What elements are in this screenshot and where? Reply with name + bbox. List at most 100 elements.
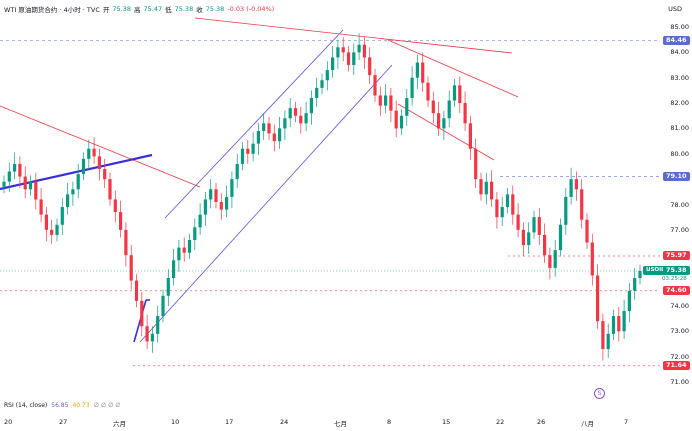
currency-label[interactable]: USD bbox=[668, 5, 682, 13]
candle-body bbox=[34, 181, 38, 200]
candle-body bbox=[2, 181, 6, 187]
candle-body bbox=[532, 217, 536, 233]
time-tick-label: 八月 bbox=[581, 420, 594, 428]
low-label: 低 bbox=[165, 6, 172, 14]
candle-body bbox=[426, 82, 430, 101]
high-value: 75.47 bbox=[143, 5, 163, 13]
candle-body bbox=[511, 194, 515, 215]
trendline-drawings bbox=[0, 17, 660, 367]
candle-body bbox=[240, 148, 245, 164]
candle-body bbox=[399, 115, 404, 129]
candle-body bbox=[124, 229, 128, 256]
candle-body bbox=[60, 207, 64, 225]
price-tick-label: 80.00 bbox=[670, 149, 689, 158]
price-tick-label: 81.00 bbox=[670, 124, 689, 133]
candle-body bbox=[495, 199, 499, 218]
candle-body bbox=[389, 95, 393, 111]
candle-body bbox=[463, 103, 467, 124]
candle-body bbox=[537, 217, 541, 235]
candle-body bbox=[569, 179, 573, 197]
candle-body bbox=[611, 316, 616, 334]
candle-body bbox=[574, 179, 578, 190]
candle-body bbox=[66, 194, 70, 208]
blue-thick-trendline bbox=[0, 153, 153, 191]
candle-body bbox=[166, 278, 170, 296]
candle-body bbox=[596, 275, 600, 322]
candle-body bbox=[246, 148, 250, 154]
candle-body bbox=[452, 85, 457, 101]
candle-body bbox=[341, 47, 345, 53]
candle-body bbox=[627, 290, 631, 311]
candle-body bbox=[251, 143, 255, 154]
rsi-indicator-legend[interactable]: RSI (14, close) 56.85 40.73 ∅∅∅∅ bbox=[4, 402, 123, 409]
rsi-extra-values: ∅∅∅∅ bbox=[93, 402, 123, 409]
candle-body bbox=[172, 260, 176, 279]
current-price-badge: 75.38 bbox=[663, 266, 690, 275]
rsi-label: RSI (14, close) bbox=[4, 402, 48, 409]
candle-body bbox=[437, 113, 441, 129]
candle-body bbox=[601, 321, 605, 350]
candle-body bbox=[516, 214, 520, 230]
candle-body bbox=[384, 95, 388, 106]
candle-body bbox=[442, 118, 446, 129]
candle-body bbox=[193, 227, 197, 240]
candle-body bbox=[490, 181, 494, 200]
price-tick-label: 85.00 bbox=[670, 23, 689, 31]
candle-body bbox=[638, 270, 642, 279]
candle-body bbox=[468, 123, 472, 149]
candle-body bbox=[484, 181, 488, 195]
high-label: 高 bbox=[133, 6, 141, 14]
candle-body bbox=[198, 214, 202, 228]
symbol-title[interactable]: WTI 原油期货合约 · 4小时 · TVC bbox=[4, 6, 100, 14]
price-tick-label: 78.00 bbox=[670, 200, 689, 209]
candle-body bbox=[177, 247, 181, 261]
candle-body bbox=[617, 316, 621, 332]
candle-body bbox=[219, 201, 223, 210]
time-tick-label: 20 bbox=[4, 418, 13, 426]
candle-body bbox=[113, 199, 117, 213]
open-value: 75.38 bbox=[112, 5, 131, 13]
candle-body bbox=[145, 326, 149, 342]
candle-body bbox=[87, 148, 91, 159]
candle-body bbox=[203, 199, 207, 215]
candle-body bbox=[320, 80, 324, 88]
candle-body bbox=[590, 242, 594, 276]
candle-body bbox=[585, 219, 589, 243]
price-tick-label: 82.00 bbox=[670, 99, 689, 108]
candle-body bbox=[543, 234, 547, 256]
candle-body bbox=[13, 163, 17, 172]
close-value: 75.38 bbox=[205, 5, 225, 13]
candle-body bbox=[421, 62, 425, 83]
event-marker-icon[interactable]: S bbox=[594, 388, 605, 399]
candle-body bbox=[431, 100, 435, 114]
time-tick-label: 17 bbox=[225, 418, 234, 426]
candle-body bbox=[378, 95, 382, 106]
price-line-badge: 74.60 bbox=[663, 286, 690, 296]
candle-body bbox=[553, 250, 557, 268]
bar-countdown: 03:25:28 bbox=[662, 276, 687, 282]
price-tick-label: 72.00 bbox=[670, 352, 689, 361]
candle-body bbox=[458, 85, 462, 104]
time-tick-label: 24 bbox=[280, 418, 289, 426]
price-tick-label: 83.00 bbox=[670, 73, 689, 82]
candle-body bbox=[97, 156, 101, 169]
candle-body bbox=[108, 179, 112, 200]
candle-body bbox=[474, 148, 478, 180]
candle-body bbox=[288, 108, 292, 119]
candle-body bbox=[18, 163, 22, 177]
blue-channel-lower bbox=[139, 64, 393, 343]
price-tick-label: 71.00 bbox=[670, 378, 689, 386]
price-tick-label: 73.00 bbox=[670, 327, 689, 336]
candle-body bbox=[500, 207, 504, 218]
time-tick-label: 六月 bbox=[113, 420, 126, 428]
candle-body bbox=[564, 196, 568, 225]
blue-arrow-segment bbox=[133, 299, 147, 343]
candle-body bbox=[187, 240, 192, 253]
candle-body bbox=[129, 255, 133, 281]
candle-body bbox=[293, 108, 298, 116]
candle-body bbox=[134, 280, 139, 301]
candle-body bbox=[505, 194, 510, 208]
candle-body bbox=[447, 100, 451, 119]
candle-body bbox=[405, 98, 409, 116]
